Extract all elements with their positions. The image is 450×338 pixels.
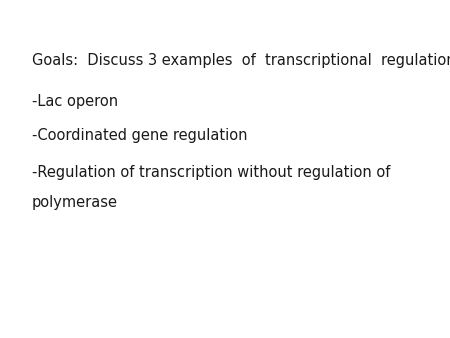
Text: -Coordinated gene regulation: -Coordinated gene regulation [32,128,247,143]
Text: -Lac operon: -Lac operon [32,94,117,109]
Text: -Regulation of transcription without regulation of: -Regulation of transcription without reg… [32,165,390,180]
Text: polymerase: polymerase [32,195,117,210]
Text: Goals:  Discuss 3 examples  of  transcriptional  regulation: Goals: Discuss 3 examples of transcripti… [32,53,450,68]
